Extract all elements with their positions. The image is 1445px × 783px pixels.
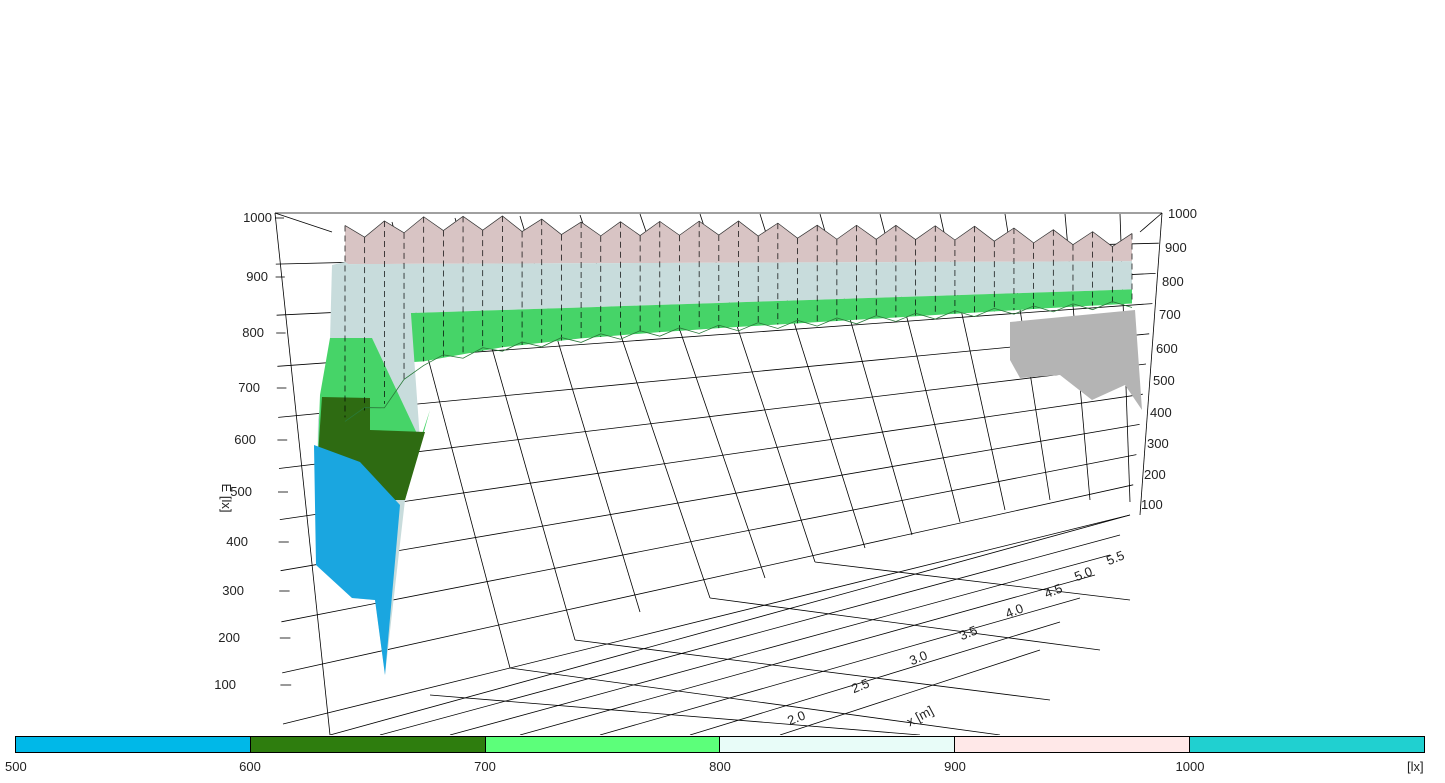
mesh-line <box>344 301 1133 422</box>
legend-label: 500 <box>5 759 27 774</box>
z-tick-label-right: 500 <box>1153 373 1175 388</box>
x-tick-label: 3.5 <box>957 622 979 643</box>
grid-line <box>449 554 1111 735</box>
grid-line <box>274 212 333 233</box>
legend-label: 700 <box>474 759 496 774</box>
legend-swatch <box>954 736 1190 753</box>
grid-line <box>779 649 1041 735</box>
z-tick-label: 100 <box>214 677 236 692</box>
grid-line <box>509 667 1001 735</box>
legend-unit: [lx] <box>1407 759 1424 774</box>
z-tick-label-right: 400 <box>1150 405 1172 420</box>
z-tick-label: 700 <box>238 380 260 395</box>
z-tick-label: 600 <box>234 432 256 447</box>
z-tick-label-right: 1000 <box>1168 206 1197 221</box>
z-tick-label-right: 900 <box>1165 240 1187 255</box>
legend-swatch <box>719 736 955 753</box>
color-legend <box>15 736 1425 753</box>
x-tick-label: 4.5 <box>1042 580 1064 601</box>
grid-line <box>429 694 921 735</box>
z-tick-label-right: 100 <box>1141 497 1163 512</box>
grid-line <box>519 574 1096 735</box>
x-tick-label: 4.0 <box>1003 600 1025 621</box>
z-tick-label-right: 200 <box>1144 467 1166 482</box>
surface-out-of-range <box>1010 310 1142 410</box>
grid-line <box>379 534 1121 735</box>
x-tick-label: 5.5 <box>1104 547 1126 568</box>
z-tick-label: 900 <box>246 269 268 284</box>
grid-line <box>599 597 1081 735</box>
surface-band-below-600 <box>314 445 400 675</box>
z-tick-label-right: 600 <box>1156 341 1178 356</box>
grid-line <box>1139 212 1163 233</box>
surface <box>314 215 1142 675</box>
x-tick-label: 2.0 <box>785 707 807 728</box>
z-tick-label: 800 <box>242 325 264 340</box>
surface-plot: 1000 900 800 700 600 500 400 300 200 100 1000 900 80… <box>214 206 1197 735</box>
x-tick-label: 2.5 <box>849 675 871 696</box>
legend-swatch <box>1189 736 1425 753</box>
legend-label: 800 <box>709 759 731 774</box>
z-tick-label: 200 <box>218 630 240 645</box>
grid-line <box>274 212 331 735</box>
z-tick-label-right: 700 <box>1159 307 1181 322</box>
legend-swatch <box>484 736 720 753</box>
z-tick-label-right: 800 <box>1162 274 1184 289</box>
grid-line <box>709 597 1101 651</box>
grid-line <box>574 639 1051 701</box>
grid-line <box>282 484 1134 674</box>
grid-line <box>1139 212 1163 516</box>
grid-line <box>689 621 1061 735</box>
grid-line <box>814 561 1131 601</box>
legend-swatch <box>249 736 485 753</box>
grid-line <box>329 514 1131 735</box>
grid-line <box>281 454 1137 623</box>
grid-line <box>278 333 1150 418</box>
grid-line <box>282 514 1131 725</box>
legend-label: 900 <box>944 759 966 774</box>
legend-label: 600 <box>239 759 261 774</box>
z-tick-label: 300 <box>222 583 244 598</box>
grid-line <box>279 393 1143 520</box>
legend-swatch <box>15 736 250 753</box>
legend-label: 1000 <box>1175 759 1205 774</box>
z-tick-label: 1000 <box>243 210 272 225</box>
z-tick-label-right: 300 <box>1147 436 1169 451</box>
z-axis-title: E [lx] <box>219 484 234 513</box>
z-tick-label: 500 <box>230 484 252 499</box>
x-tick-label: 3.0 <box>907 647 929 668</box>
x-tick-label: 5.0 <box>1072 563 1094 584</box>
mesh-line <box>344 215 1133 247</box>
grid-line <box>280 424 1140 572</box>
z-tick-label: 400 <box>226 534 248 549</box>
grid-line <box>278 363 1147 469</box>
axis-ticks: 1000 900 800 700 600 500 400 300 200 100 1000 900 80… <box>214 206 1197 728</box>
